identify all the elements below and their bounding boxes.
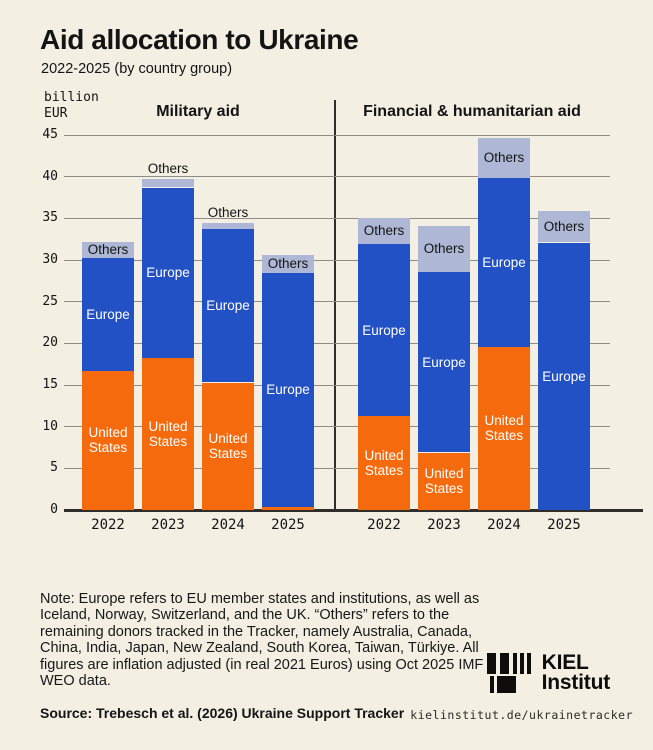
bar-segment-united-states — [478, 346, 530, 510]
y-tick-label-30: 30 — [42, 252, 58, 267]
bar-segment-others — [538, 210, 590, 243]
x-tick-label-2023: 2023 — [427, 517, 461, 533]
segment-label-others: Others — [483, 150, 525, 166]
x-tick-label-2022: 2022 — [367, 517, 401, 533]
bar-segment-europe — [202, 229, 254, 383]
segment-label-europe: Europe — [86, 307, 130, 323]
y-tick-label-25: 25 — [42, 293, 58, 309]
bar-segment-united-states — [358, 415, 410, 510]
segment-label-united-states: United States — [364, 447, 404, 478]
y-tick-label-10: 10 — [42, 418, 58, 434]
bar-segment-others — [478, 138, 530, 179]
gridline-15 — [64, 384, 610, 386]
bar-segment-europe — [478, 178, 530, 347]
bar-segment-europe — [82, 258, 134, 371]
gridline-30 — [64, 259, 610, 261]
panel-title: Military aid — [156, 103, 240, 120]
y-tick-label-45: 45 — [42, 127, 58, 142]
y-tick-label-40: 40 — [42, 168, 58, 184]
segment-label-europe: Europe — [266, 382, 310, 398]
footnote-text: Note: Europe refers to EU member states … — [40, 591, 484, 690]
gridline-5 — [64, 467, 610, 469]
x-tick-label-2025: 2025 — [547, 517, 581, 533]
segment-label-others: Others — [363, 223, 405, 239]
bar-segment-united-states — [262, 506, 314, 510]
bar-segment-others — [142, 179, 194, 188]
kiel-institut-logo-text: KIEL Institut — [541, 651, 611, 694]
bar-segment-others — [82, 241, 134, 259]
page-title: Aid allocation to Ukraine — [40, 24, 359, 55]
y-tick-label-35: 35 — [42, 210, 58, 226]
y-tick-label-0: 0 — [50, 502, 58, 517]
gridline-40 — [64, 176, 610, 178]
segment-label-united-states: United States — [484, 413, 524, 444]
source-text: Source: Trebesch et al. (2026) Ukraine S… — [40, 705, 405, 721]
segment-label-others: Others — [207, 204, 249, 220]
bar-segment-others — [418, 225, 470, 272]
bar-segment-europe — [262, 272, 314, 507]
logo-line-institut: Institut — [541, 670, 611, 694]
bar-segment-united-states — [142, 357, 194, 510]
kiel-institut-logo: KIEL Institut — [486, 651, 611, 695]
segment-label-others: Others — [423, 240, 465, 256]
segment-label-united-states: United States — [208, 431, 248, 462]
y-axis-unit-label: billion EUR — [44, 90, 99, 121]
x-tick-label-2024: 2024 — [487, 517, 521, 533]
segment-label-united-states: United States — [424, 466, 464, 497]
bar-segment-others — [358, 218, 410, 245]
segment-label-europe: Europe — [422, 354, 466, 370]
segment-label-others: Others — [147, 161, 189, 177]
segment-label-europe: Europe — [362, 322, 406, 338]
gridline-10 — [64, 426, 610, 428]
x-tick-label-2025: 2025 — [271, 517, 305, 533]
kiel-institut-logo-icon — [486, 653, 531, 693]
segment-label-europe: Europe — [206, 298, 250, 314]
tracker-url: kielinstitut.de/ukrainetracker — [410, 708, 633, 722]
page-subtitle: 2022-2025 (by country group) — [41, 61, 233, 77]
segment-label-europe: Europe — [146, 265, 190, 280]
x-tick-label-2022: 2022 — [91, 517, 125, 533]
bar-segment-europe — [538, 242, 590, 510]
segment-label-united-states: United States — [148, 418, 188, 449]
gridline-25 — [64, 301, 610, 303]
segment-label-others: Others — [543, 218, 585, 234]
y-tick-label-5: 5 — [50, 460, 58, 476]
y-tick-label-15: 15 — [42, 377, 58, 392]
x-tick-label-2024: 2024 — [211, 517, 245, 533]
logo-line-kiel: KIEL — [541, 651, 589, 674]
x-axis-baseline — [64, 509, 643, 512]
x-tick-label-2023: 2023 — [151, 517, 185, 533]
panel-title: Financial & humanitarian aid — [363, 103, 581, 120]
gridline-45 — [64, 134, 610, 136]
segment-label-others: Others — [87, 242, 129, 257]
bar-segment-others — [262, 255, 314, 273]
bar-segment-united-states — [82, 370, 134, 510]
bar-segment-others — [202, 222, 254, 230]
segment-label-europe: Europe — [542, 368, 586, 384]
bar-segment-europe — [418, 271, 470, 453]
segment-label-europe: Europe — [482, 255, 526, 270]
segment-label-united-states: United States — [88, 425, 128, 456]
bar-segment-europe — [358, 244, 410, 416]
segment-label-others: Others — [267, 255, 309, 271]
gridline-20 — [64, 342, 610, 344]
gridline-35 — [64, 217, 610, 219]
bar-segment-united-states — [418, 452, 470, 510]
bar-segment-europe — [142, 187, 194, 358]
panel-divider-line — [334, 100, 336, 510]
bar-segment-united-states — [202, 382, 254, 510]
y-tick-label-20: 20 — [42, 335, 58, 351]
